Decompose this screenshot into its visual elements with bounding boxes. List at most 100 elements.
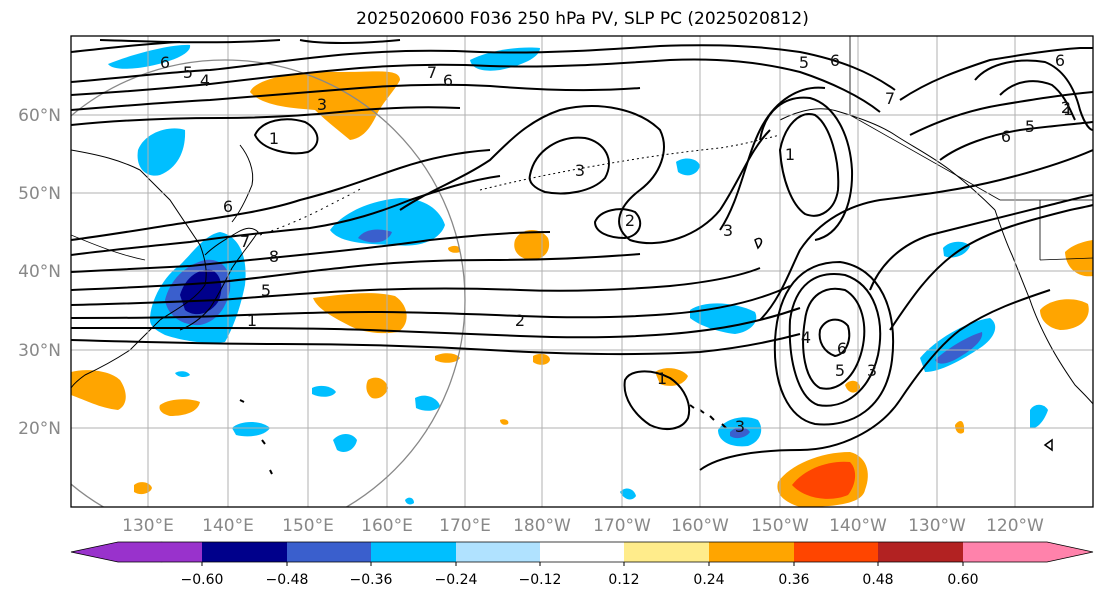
contour-label: 6 <box>160 53 170 72</box>
distance-ring <box>71 59 466 507</box>
plot-title: 2025020600 F036 250 hPa PV, SLP PC (2025… <box>356 9 809 29</box>
contour-line <box>778 113 840 217</box>
longitude-label: 150°W <box>751 516 809 536</box>
contour-line <box>593 208 642 240</box>
pv-negative-area <box>415 395 440 411</box>
contour-line <box>71 44 896 91</box>
latitude-label: 50°N <box>18 184 61 204</box>
longitude-label: 170°E <box>439 516 491 536</box>
longitude-label: 140°E <box>202 516 254 536</box>
contour-line <box>818 318 851 358</box>
contour-line <box>909 91 1093 136</box>
longitude-label: 180°W <box>513 516 571 536</box>
graticule <box>71 36 1093 507</box>
pv-positive-area <box>71 370 126 410</box>
contour-label: 1 <box>785 145 795 164</box>
contour-label: 8 <box>269 247 279 266</box>
contour-label: 5 <box>183 63 193 82</box>
colorbar-tick-label: 0.60 <box>947 572 978 588</box>
contour-label: 3 <box>317 95 327 114</box>
north-america-coastline <box>994 209 1093 405</box>
contour-line <box>71 231 551 273</box>
contour-label: 3 <box>723 221 733 240</box>
pv-positive-area <box>134 482 152 495</box>
contour-label: 3 <box>867 361 877 380</box>
colorbar-segment <box>540 542 624 562</box>
colorbar-tick-label: −0.24 <box>435 572 478 588</box>
contour-line <box>71 106 461 126</box>
kamchatka-coastline <box>231 144 254 223</box>
pv-negative-core <box>358 229 392 243</box>
pv-negative-area <box>620 488 636 500</box>
pv-anomaly-fills <box>71 44 1093 507</box>
contour-label: 2 <box>515 311 525 330</box>
pv-positive-area <box>655 368 688 386</box>
pv-negative-core <box>730 427 750 439</box>
pv-positive-area <box>500 419 509 425</box>
contour-line <box>71 175 501 256</box>
contour-line <box>71 83 641 111</box>
contour-line <box>999 80 1076 121</box>
pv-positive-area <box>448 245 461 253</box>
contour-line <box>1043 438 1053 452</box>
pv-positive-area <box>1040 299 1089 330</box>
latitude-label: 40°N <box>18 262 61 282</box>
contour-line <box>528 136 610 195</box>
colorbar-tick-label: 0.48 <box>862 572 893 588</box>
contour-label: 7 <box>240 232 250 251</box>
contour-line <box>71 285 791 319</box>
contour-label: 3 <box>575 161 585 180</box>
contour-line <box>759 149 1093 321</box>
colorbar-extension-min <box>71 542 118 562</box>
colorbar-segment <box>202 542 287 562</box>
pv-negative-core <box>935 332 983 364</box>
contour-label: 2 <box>625 211 635 230</box>
pv-negative-area <box>175 371 190 378</box>
contour-label: 6 <box>1001 127 1011 146</box>
contour-line <box>974 59 1093 131</box>
colorbar-extension-max <box>1047 542 1093 562</box>
contour-label: 2 <box>1061 98 1071 117</box>
colorbar-segment <box>118 542 202 562</box>
latitude-label: 30°N <box>18 341 61 361</box>
pv-positive-area <box>845 380 860 393</box>
pv-positive-area <box>514 229 550 260</box>
contour-label: 6 <box>837 339 847 358</box>
longitude-label: 150°E <box>282 516 334 536</box>
contour-label: 6 <box>830 51 840 70</box>
pv-negative-area <box>1030 404 1048 429</box>
colorbar-tick-label: −0.48 <box>266 572 309 588</box>
pacific-island-chain <box>239 399 273 475</box>
contour-line <box>99 39 401 44</box>
longitude-label: 120°W <box>986 516 1044 536</box>
pv-negative-core <box>180 269 222 315</box>
pv-negative-area <box>676 158 700 176</box>
colorbar-segment <box>287 542 371 562</box>
pv-positive-core <box>792 461 856 499</box>
contour-line <box>802 287 866 390</box>
contour-line <box>899 47 1093 101</box>
contour-line <box>253 118 319 155</box>
colorbar-segment <box>878 542 963 562</box>
colorbar-tick-label: −0.36 <box>350 572 393 588</box>
pv-negative-area <box>232 422 270 437</box>
pv-negative-area <box>108 44 191 69</box>
contour-label: 6 <box>223 197 233 216</box>
pv-positive-area <box>313 293 407 334</box>
pv-positive-area <box>955 420 965 434</box>
colorbar-segment <box>709 542 794 562</box>
contour-label: 4 <box>801 328 811 347</box>
contour-label: 5 <box>799 53 809 72</box>
asia-border <box>71 234 146 261</box>
pv-negative-area <box>943 241 970 258</box>
contour-label: 5 <box>261 281 271 300</box>
contour-line <box>869 194 1093 291</box>
pv-negative-area <box>690 303 757 334</box>
contour-line <box>71 253 641 291</box>
contour-line <box>71 267 761 306</box>
contour-line <box>759 96 854 241</box>
longitude-label: 160°W <box>671 516 729 536</box>
colorbar-segment <box>624 542 709 562</box>
contour-label: 3 <box>735 417 745 436</box>
